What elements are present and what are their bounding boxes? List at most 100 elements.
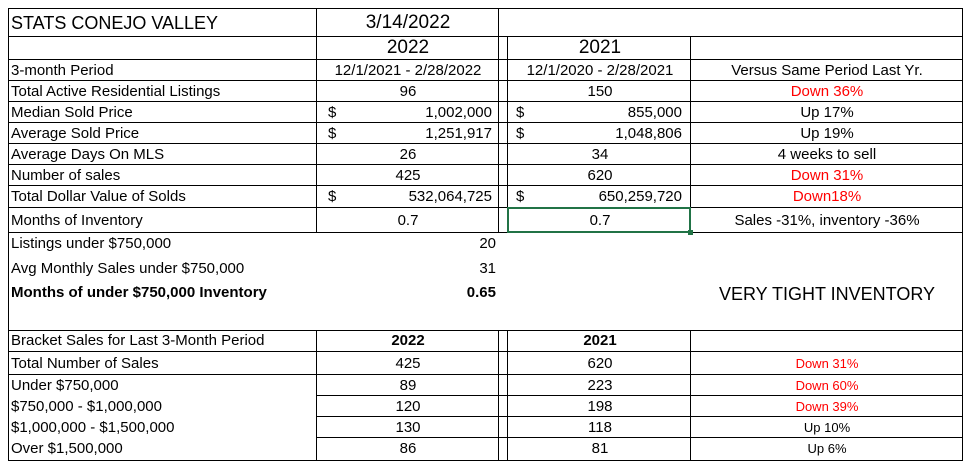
grid-line: [316, 374, 963, 375]
stats-row-label: Total Dollar Value of Solds: [11, 188, 186, 205]
grid-line: [8, 36, 963, 37]
stats-row-label: Average Sold Price: [11, 125, 140, 142]
stats-value-2021: 150: [587, 83, 613, 100]
comparison-note: 4 weeks to sell: [777, 146, 877, 163]
bracket-value-2021: 118: [588, 419, 612, 436]
grid-line: [498, 330, 499, 461]
currency-symbol: $: [516, 188, 525, 205]
inventory-under-750k-label: Months of under $750,000 Inventory: [11, 284, 267, 301]
bracket-comparison: Down 60%: [795, 378, 859, 393]
grid-line: [498, 8, 499, 233]
fill-handle[interactable]: [688, 230, 693, 235]
year-header-2022: 2022: [386, 37, 430, 58]
bracket-comparison: Up 6%: [807, 441, 847, 456]
grid-line: [962, 8, 963, 461]
stats-row-label: Median Sold Price: [11, 104, 133, 121]
report-date: 3/14/2022: [365, 12, 451, 33]
grid-line: [8, 122, 963, 123]
grid-line: [8, 101, 963, 102]
bracket-year-2021: 2021: [583, 332, 617, 349]
stats-row-label: 3-month Period: [11, 62, 114, 79]
grid-line: [8, 143, 963, 144]
bracket-header-label: Bracket Sales for Last 3-Month Period: [11, 332, 265, 349]
grid-line: [8, 164, 963, 165]
stats-row-label: Number of sales: [11, 167, 121, 184]
bracket-year-2022: 2022: [391, 332, 425, 349]
grid-line: [8, 59, 963, 60]
currency-symbol: $: [328, 104, 337, 121]
bracket-comparison: Down 31%: [795, 356, 859, 371]
stats-value-2022: 1,251,917: [425, 125, 492, 142]
bracket-comparison: Up 10%: [803, 420, 851, 435]
comparison-note: Down 36%: [790, 83, 864, 100]
currency-symbol: $: [516, 125, 525, 142]
stats-value-2021: 34: [591, 146, 609, 163]
stats-value-2022: 532,064,725: [408, 188, 492, 205]
stats-value-2021: 12/1/2020 - 2/28/2021: [526, 62, 674, 79]
grid-line: [316, 437, 963, 438]
stats-value-2021: 855,000: [627, 104, 682, 121]
listings-under-750k-label: Listings under $750,000: [11, 235, 172, 252]
grid-line: [8, 232, 963, 233]
stats-value-2022: 26: [399, 146, 417, 163]
comparison-note: Sales -31%, inventory -36%: [734, 212, 920, 229]
grid-line: [690, 36, 691, 233]
stats-value-2022: 12/1/2021 - 2/28/2022: [334, 62, 482, 79]
currency-symbol: $: [516, 104, 525, 121]
stats-row-label: Average Days On MLS: [11, 146, 165, 163]
grid-line: [8, 330, 963, 331]
bracket-row-label: Under $750,000: [11, 377, 119, 394]
comparison-note: Down18%: [792, 188, 862, 205]
currency-symbol: $: [328, 188, 337, 205]
stats-row-label: Months of Inventory: [11, 212, 143, 229]
stats-value-2022: 1,002,000: [425, 104, 492, 121]
sheet-title: STATS CONEJO VALLEY: [11, 13, 219, 33]
bracket-row-label: Over $1,500,000: [11, 440, 123, 457]
tight-inventory-note: VERY TIGHT INVENTORY: [718, 284, 936, 304]
listings-under-750k-value: 20: [479, 235, 496, 252]
bracket-row-label: Total Number of Sales: [11, 355, 159, 372]
stats-value-2021: 0.7: [589, 212, 611, 229]
comparison-note: Versus Same Period Last Yr.: [731, 62, 923, 79]
bracket-row-label: $750,000 - $1,000,000: [11, 398, 162, 415]
grid-line: [316, 8, 317, 233]
stats-value-2021: 620: [587, 167, 613, 184]
bracket-value-2022: 425: [395, 355, 421, 372]
inventory-under-750k-value: 0.65: [466, 284, 496, 301]
grid-line: [8, 460, 963, 461]
bracket-value-2022: 89: [399, 377, 417, 394]
grid-line: [8, 351, 963, 352]
sales-under-750k-label: Avg Monthly Sales under $750,000: [11, 260, 245, 277]
comparison-note: Up 19%: [800, 125, 854, 142]
year-header-2021: 2021: [578, 37, 622, 58]
bracket-value-2021: 223: [587, 377, 613, 394]
bracket-comparison: Down 39%: [795, 399, 859, 414]
stats-value-2022: 96: [399, 83, 417, 100]
grid-line: [316, 395, 963, 396]
currency-symbol: $: [328, 125, 337, 142]
grid-line: [8, 207, 963, 208]
bracket-value-2022: 120: [395, 398, 421, 415]
bracket-value-2022: 130: [395, 419, 421, 436]
stats-value-2022: 425: [395, 167, 421, 184]
stats-value-2021: 650,259,720: [598, 188, 682, 205]
bracket-value-2021: 81: [591, 440, 609, 457]
grid-line: [316, 330, 317, 461]
grid-line: [316, 416, 963, 417]
grid-line: [507, 36, 508, 233]
grid-line: [8, 8, 9, 461]
stats-value-2022: 0.7: [397, 212, 419, 229]
grid-line: [8, 185, 963, 186]
bracket-value-2021: 620: [587, 355, 613, 372]
grid-line: [8, 374, 326, 375]
stats-row-label: Total Active Residential Listings: [11, 83, 221, 100]
grid-line: [8, 8, 963, 9]
sales-under-750k-value: 31: [479, 260, 496, 277]
selected-cell[interactable]: [507, 207, 691, 233]
bracket-row-label: $1,000,000 - $1,500,000: [11, 419, 175, 436]
bracket-value-2021: 198: [587, 398, 613, 415]
grid-line: [8, 80, 963, 81]
comparison-note: Down 31%: [790, 167, 864, 184]
comparison-note: Up 17%: [800, 104, 854, 121]
grid-line: [690, 330, 691, 461]
